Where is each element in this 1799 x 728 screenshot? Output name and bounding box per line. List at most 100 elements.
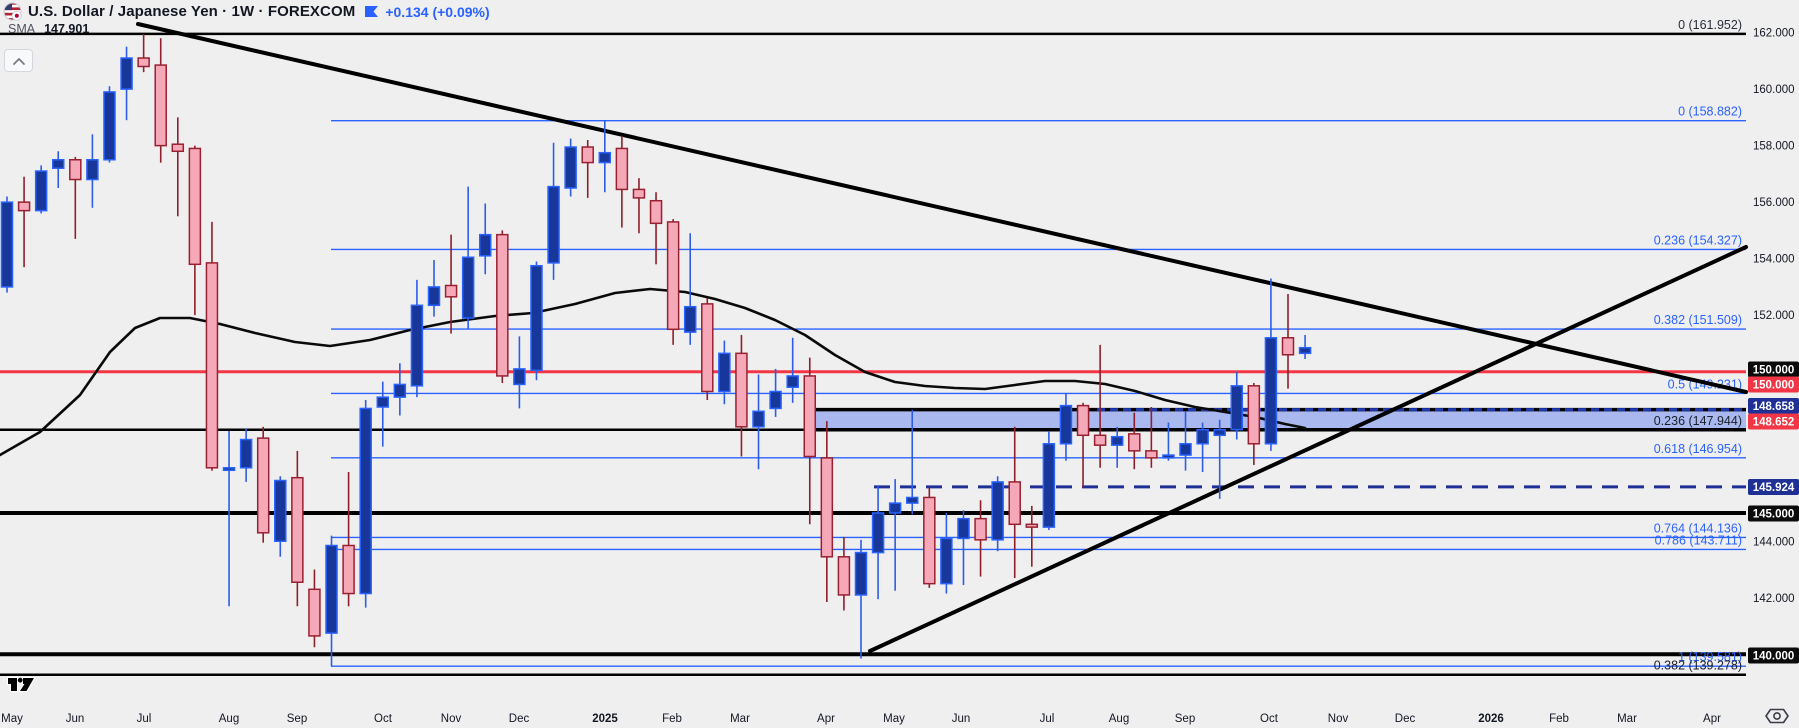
candle-body [547, 185, 560, 264]
candle-body [171, 143, 185, 153]
time-axis-label: 2025 [592, 713, 618, 725]
price-tick-label: 154.000 [1753, 254, 1795, 266]
time-axis-label: Jun [66, 713, 85, 725]
candle-body [410, 304, 424, 387]
fib-level-label: 0.382 (151.509) [1654, 313, 1742, 327]
candle-body [256, 437, 270, 534]
price-badge [1748, 479, 1799, 495]
price-change: +0.134 (+0.09%) [385, 3, 490, 20]
candle-body [820, 457, 834, 558]
candle-body [513, 368, 526, 386]
candle-body [888, 502, 902, 514]
candle-body [786, 375, 799, 388]
candle-body [291, 476, 304, 583]
gear-icon [1765, 708, 1789, 724]
candle-body [342, 544, 355, 595]
time-axis-label: Sep [287, 713, 307, 725]
candle-body [701, 303, 714, 393]
candle-body [1008, 481, 1021, 526]
time-axis-label: Mar [1617, 713, 1637, 725]
ascending-trendline[interactable] [868, 245, 1748, 653]
time-axis-label: Aug [1109, 713, 1129, 725]
candle-body [1025, 523, 1039, 528]
candle-body [188, 147, 202, 266]
candle-body [239, 438, 253, 469]
candle-body [1059, 404, 1073, 445]
candle-body [205, 262, 219, 469]
candle-body [1110, 435, 1124, 446]
candle-body [461, 256, 475, 319]
candle-body [34, 170, 48, 212]
legend-collapse-button[interactable] [4, 49, 33, 72]
candle-body [103, 91, 116, 161]
candle-body [1076, 404, 1090, 437]
fib-level-label: 0.764 (144.136) [1654, 521, 1742, 535]
candle-body [991, 481, 1004, 541]
candle-body [769, 390, 782, 410]
candle-body [1281, 337, 1295, 356]
candle-body [871, 512, 885, 554]
time-axis-label: Jul [1040, 713, 1055, 725]
candle-body [137, 57, 150, 68]
price-badge [1748, 361, 1799, 378]
price-tick-label: 152.000 [1753, 310, 1795, 322]
time-axis-label: Nov [1328, 713, 1349, 725]
fib-level-label: 0.786 (143.711) [1655, 533, 1742, 547]
candle-body [854, 551, 868, 596]
time-axis-label: Dec [1395, 713, 1416, 725]
candle-body [666, 221, 680, 331]
price-badge-label: 150.000 [1753, 365, 1795, 377]
candle-body [17, 201, 31, 212]
candle-body [803, 375, 817, 458]
symbol-title[interactable]: U.S. Dollar / Japanese Yen · 1W · FOREXC… [28, 3, 356, 20]
candle-body [940, 537, 953, 585]
candle-body [274, 479, 287, 543]
candle-body [120, 57, 133, 90]
candle-body [427, 286, 441, 307]
candle-body [393, 383, 407, 398]
candle-body [718, 352, 731, 393]
candle-body [957, 517, 970, 540]
time-axis-label: Feb [662, 713, 682, 725]
time-axis-label: Jul [137, 713, 152, 725]
candle-body [1196, 428, 1209, 445]
timezone-settings-button[interactable] [1764, 707, 1790, 728]
candle-body [51, 159, 65, 169]
candle-body [1162, 454, 1175, 459]
fib-level-label: 1 (139.581) [1678, 650, 1742, 664]
candle-body [359, 407, 372, 595]
candle-body [683, 305, 697, 333]
tradingview-logo[interactable] [6, 672, 41, 701]
fib-level-label: 0.236 (154.327) [1654, 233, 1742, 247]
time-axis-label: Nov [441, 713, 462, 725]
candle-body [615, 147, 629, 191]
price-badge-label: 140.000 [1753, 651, 1795, 663]
candle-body [564, 146, 577, 189]
candle-body [376, 396, 390, 408]
descending-trendline[interactable] [136, 22, 1748, 394]
chart-legend: U.S. Dollar / Japanese Yen · 1W · FOREXC… [3, 2, 490, 21]
time-axis[interactable]: May Jun Jul Aug Sep Oct Nov Dec 2025 Feb Mar Apr May… [1, 713, 1721, 725]
flag-marker-icon[interactable] [365, 6, 379, 17]
time-axis-label: May [1, 713, 23, 725]
candle-body [444, 284, 458, 298]
indicator-legend[interactable]: SMA 147.901 [8, 22, 89, 36]
candle-body [905, 496, 919, 504]
supply-zone-band [813, 409, 1746, 430]
candle-body [308, 588, 321, 637]
time-axis-label: 2026 [1478, 713, 1504, 725]
time-axis-label: Aug [219, 713, 239, 725]
price-badge-label: 145.000 [1753, 509, 1795, 521]
time-axis-label: Dec [509, 713, 530, 725]
indicator-value: 147.901 [44, 22, 90, 36]
price-badge-label: 150.000 [1753, 380, 1795, 392]
candle-body [632, 188, 646, 199]
candle-body [325, 544, 338, 634]
candle-body [1247, 385, 1261, 445]
time-axis-label: Feb [1549, 713, 1569, 725]
price-axis[interactable]: 162.000 160.000 158.000 156.000 154.000 152.0… [1748, 28, 1799, 664]
fib-level-label: 0.236 (147.944) [1654, 414, 1742, 428]
time-axis-label: Apr [1703, 713, 1721, 725]
